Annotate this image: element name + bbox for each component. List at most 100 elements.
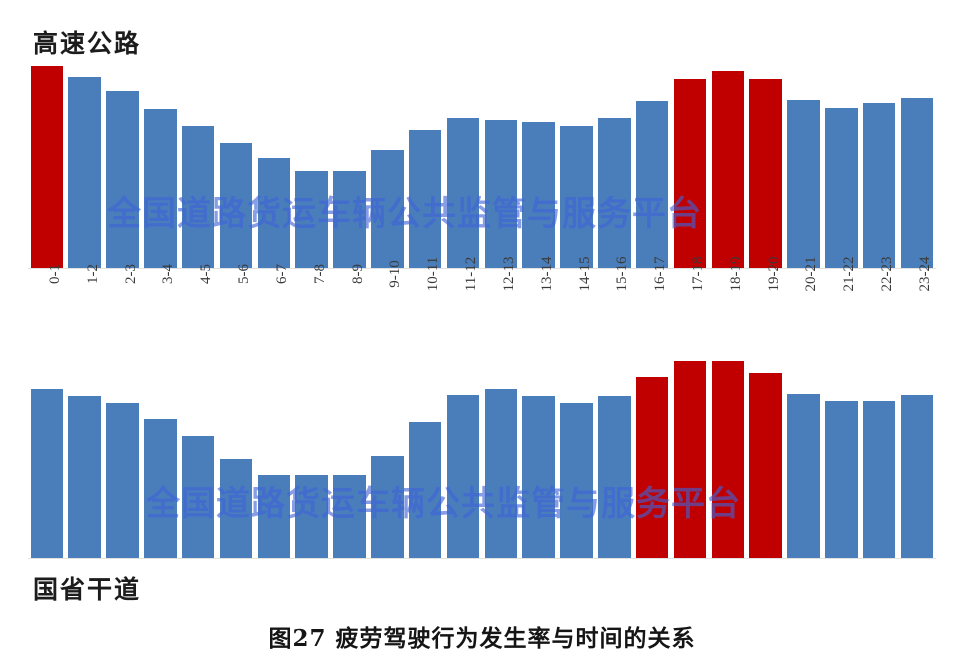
bar-slot — [331, 66, 369, 268]
tick-slot: 11-12 — [444, 257, 482, 334]
tick-slot: 5-6 — [217, 264, 255, 334]
bar[interactable] — [408, 422, 442, 558]
bar-slot — [66, 66, 104, 268]
bar-slot — [179, 66, 217, 268]
bar[interactable] — [295, 171, 328, 268]
bar[interactable] — [333, 171, 366, 268]
bar-highlighted[interactable] — [635, 377, 669, 558]
tick-slot: 14-15 — [558, 257, 596, 334]
x-tick-label: 22-23 — [879, 256, 896, 292]
x-tick-label: 2-3 — [122, 264, 139, 284]
bar[interactable] — [181, 435, 215, 558]
bar-slot — [860, 356, 898, 558]
tick-slot: 1-2 — [66, 264, 104, 334]
x-tick-label: 23-24 — [916, 256, 933, 292]
tick-slot: 6-7 — [255, 264, 293, 334]
bar-slot — [104, 356, 142, 558]
bar[interactable] — [295, 474, 328, 558]
figure-caption: 图27 疲劳驾驶行为发生率与时间的关系 — [268, 625, 696, 652]
bar[interactable] — [598, 396, 631, 558]
bar-slot — [520, 356, 558, 558]
bar-highlighted[interactable] — [711, 360, 745, 558]
x-tick-label: 13-14 — [538, 256, 555, 292]
bar-slot — [822, 66, 860, 268]
tick-slot: 8-9 — [331, 264, 369, 334]
bar[interactable] — [68, 396, 101, 558]
bar[interactable] — [333, 474, 366, 558]
bar[interactable] — [257, 474, 291, 558]
x-tick-label: 4-5 — [198, 264, 215, 284]
bar[interactable] — [787, 393, 820, 558]
x-tick-label: 7-8 — [311, 264, 328, 284]
axis-baseline-bottom — [28, 558, 936, 559]
x-tick-label: 19-20 — [765, 256, 782, 292]
tick-slot: 17-18 — [671, 257, 709, 334]
x-tick-label: 15-16 — [614, 256, 631, 292]
bar-slot — [785, 356, 823, 558]
chart-trunk-road — [28, 356, 936, 558]
bar[interactable] — [484, 119, 518, 268]
bar-slot — [709, 356, 747, 558]
x-tick-label: 0-1 — [46, 264, 63, 284]
bar[interactable] — [30, 389, 64, 558]
bar[interactable] — [825, 107, 858, 268]
bar-slot — [406, 66, 444, 268]
bar-highlighted[interactable] — [673, 79, 707, 268]
bar-highlighted[interactable] — [30, 66, 64, 268]
bar[interactable] — [900, 395, 934, 558]
bar[interactable] — [219, 459, 253, 558]
bar[interactable] — [560, 403, 593, 558]
bar-slot — [520, 66, 558, 268]
bar-slot — [66, 356, 104, 558]
bar[interactable] — [446, 395, 480, 558]
bar[interactable] — [219, 142, 253, 268]
bar[interactable] — [106, 403, 139, 558]
bar[interactable] — [371, 455, 404, 558]
bar-slot — [785, 66, 823, 268]
tick-slot: 0-1 — [28, 264, 66, 334]
bar-highlighted[interactable] — [749, 372, 782, 558]
tick-slot: 4-5 — [179, 264, 217, 334]
bar[interactable] — [371, 150, 404, 268]
bar[interactable] — [144, 419, 177, 558]
x-tick-label: 14-15 — [576, 256, 593, 292]
bar-slot — [747, 356, 785, 558]
tick-slot: 9-10 — [368, 260, 406, 334]
x-axis-tick-labels: 0-1 1-2 2-3 3-4 4-5 5-6 6-7 7-8 8-9 9-10 10-11 11-1… — [28, 257, 936, 334]
tick-slot: 21-22 — [822, 257, 860, 334]
bar-slot — [28, 356, 66, 558]
bar[interactable] — [787, 99, 820, 268]
bar[interactable] — [106, 91, 139, 268]
x-tick-label: 1-2 — [84, 264, 101, 284]
bar[interactable] — [635, 101, 669, 268]
bar[interactable] — [446, 117, 480, 268]
bar[interactable] — [408, 129, 442, 268]
bar[interactable] — [257, 158, 291, 268]
bar[interactable] — [181, 126, 215, 268]
bar-highlighted[interactable] — [711, 71, 745, 268]
bar[interactable] — [144, 108, 177, 268]
bar-slot — [898, 66, 936, 268]
tick-slot: 20-21 — [785, 257, 823, 334]
bar[interactable] — [862, 103, 896, 268]
bar-slot — [558, 66, 596, 268]
bar-slot — [104, 66, 142, 268]
tick-slot: 2-3 — [104, 264, 142, 334]
x-tick-label: 6-7 — [273, 264, 290, 284]
bar[interactable] — [522, 121, 555, 268]
bar[interactable] — [484, 389, 518, 558]
bar[interactable] — [825, 401, 858, 558]
bar[interactable] — [900, 97, 934, 268]
bar-highlighted[interactable] — [749, 79, 782, 268]
x-tick-label: 9-10 — [387, 260, 404, 288]
bar[interactable] — [522, 396, 555, 558]
tick-slot: 23-24 — [898, 257, 936, 334]
bar[interactable] — [68, 76, 101, 268]
bar-slot — [368, 66, 406, 268]
bar[interactable] — [598, 117, 631, 268]
x-tick-label: 12-13 — [500, 256, 517, 292]
bar-highlighted[interactable] — [673, 360, 707, 558]
bar[interactable] — [862, 401, 896, 558]
bar[interactable] — [560, 126, 593, 268]
